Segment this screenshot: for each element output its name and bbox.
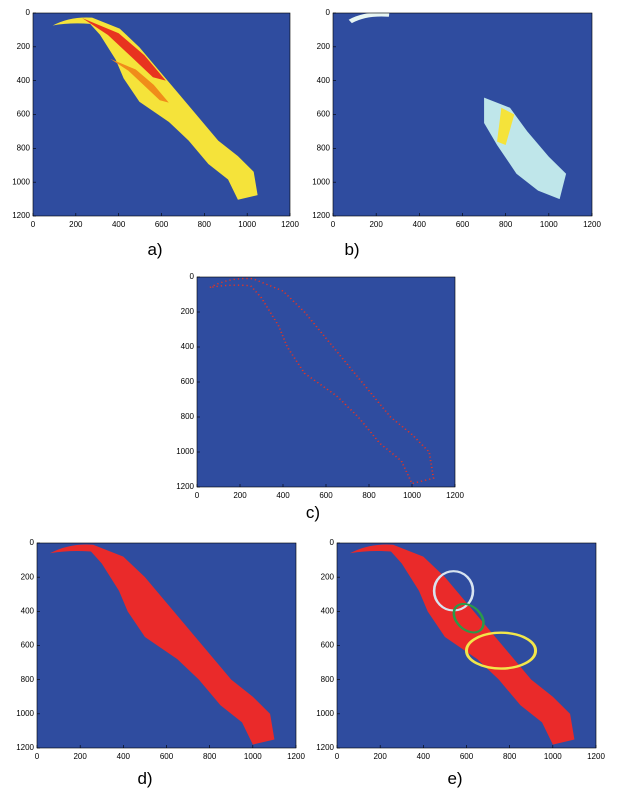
y-tick-label: 400 [17, 76, 31, 85]
y-tick-label: 600 [17, 110, 31, 119]
x-tick-label: 200 [73, 752, 87, 761]
x-tick-label: 200 [233, 491, 247, 500]
x-tick-label: 1000 [540, 220, 558, 229]
panel-image [197, 277, 455, 487]
x-tick-label: 600 [160, 752, 174, 761]
y-tick-label: 1000 [12, 177, 30, 186]
x-tick-label: 400 [112, 220, 126, 229]
x-tick-label: 400 [276, 491, 290, 500]
y-tick-label: 0 [190, 272, 195, 281]
x-tick-label: 600 [456, 220, 470, 229]
panel-caption: a) [147, 240, 162, 259]
x-tick-label: 0 [195, 491, 200, 500]
y-tick-label: 200 [17, 42, 31, 51]
x-tick-label: 0 [31, 220, 36, 229]
x-tick-label: 1000 [244, 752, 262, 761]
y-tick-label: 400 [21, 606, 35, 615]
y-tick-label: 800 [321, 675, 335, 684]
x-tick-label: 400 [117, 752, 131, 761]
y-tick-label: 0 [326, 8, 331, 17]
panel-image [33, 13, 290, 216]
y-tick-label: 600 [181, 377, 195, 386]
x-tick-label: 1000 [544, 752, 562, 761]
y-tick-label: 0 [30, 538, 35, 547]
x-tick-label: 1200 [281, 220, 299, 229]
panel-caption: c) [306, 503, 320, 522]
x-tick-label: 400 [413, 220, 427, 229]
y-tick-label: 1000 [312, 177, 330, 186]
x-tick-label: 200 [369, 220, 383, 229]
panel-image [37, 543, 296, 748]
y-tick-label: 800 [181, 412, 195, 421]
y-tick-label: 600 [21, 641, 35, 650]
x-tick-label: 600 [155, 220, 169, 229]
y-tick-label: 400 [321, 606, 335, 615]
y-tick-label: 600 [317, 110, 331, 119]
x-tick-label: 800 [198, 220, 212, 229]
y-tick-label: 400 [181, 342, 195, 351]
y-tick-label: 1000 [316, 709, 334, 718]
x-tick-label: 1000 [238, 220, 256, 229]
y-tick-label: 1000 [176, 447, 194, 456]
x-tick-label: 1000 [403, 491, 421, 500]
panel-image [333, 12, 592, 216]
y-tick-label: 1200 [316, 743, 334, 752]
y-tick-label: 200 [321, 572, 335, 581]
x-tick-label: 600 [319, 491, 333, 500]
y-tick-label: 200 [21, 572, 35, 581]
panel-caption: b) [344, 240, 359, 259]
x-tick-label: 800 [362, 491, 376, 500]
y-tick-label: 1200 [312, 211, 330, 220]
x-tick-label: 800 [499, 220, 513, 229]
y-tick-label: 1200 [12, 211, 30, 220]
x-tick-label: 800 [203, 752, 217, 761]
y-tick-label: 600 [321, 641, 335, 650]
x-tick-label: 1200 [446, 491, 464, 500]
y-tick-label: 0 [26, 8, 31, 17]
panel-caption: d) [137, 769, 152, 788]
x-tick-label: 800 [503, 752, 517, 761]
y-tick-label: 800 [17, 143, 31, 152]
y-tick-label: 1200 [176, 482, 194, 491]
x-tick-label: 0 [331, 220, 336, 229]
x-tick-label: 0 [35, 752, 40, 761]
x-tick-label: 1200 [583, 220, 601, 229]
panel-image [337, 543, 596, 748]
x-tick-label: 600 [460, 752, 474, 761]
x-tick-label: 0 [335, 752, 340, 761]
x-tick-label: 1200 [287, 752, 305, 761]
x-tick-label: 400 [417, 752, 431, 761]
y-tick-label: 0 [330, 538, 335, 547]
x-tick-label: 200 [69, 220, 83, 229]
y-tick-label: 400 [317, 76, 331, 85]
y-tick-label: 800 [317, 143, 331, 152]
y-tick-label: 1000 [16, 709, 34, 718]
x-tick-label: 200 [373, 752, 387, 761]
x-tick-label: 1200 [587, 752, 605, 761]
y-tick-label: 1200 [16, 743, 34, 752]
y-tick-label: 200 [181, 307, 195, 316]
y-tick-label: 200 [317, 42, 331, 51]
panel-caption: e) [447, 769, 462, 788]
y-tick-label: 800 [21, 675, 35, 684]
